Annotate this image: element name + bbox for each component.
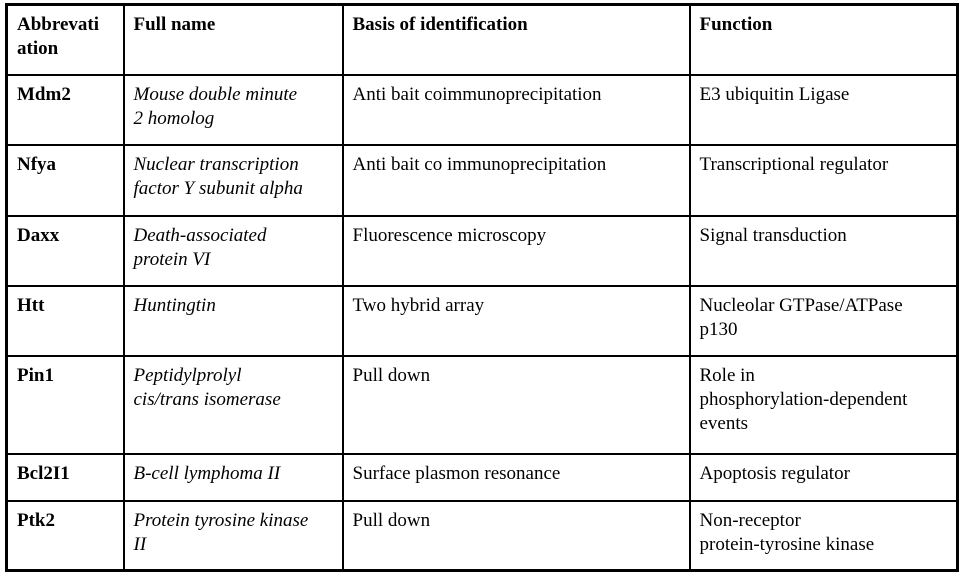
table-row: Htt Huntingtin Two hybrid array Nucleola… [5,284,959,357]
cell-abbreviation: Nfya [5,143,125,217]
cell-basis-of-identification: Two hybrid array [341,284,691,357]
cell-function: Apoptosis regulator [688,452,959,502]
cell-abbreviation: Mdm2 [5,73,125,146]
table-row: Ptk2 Protein tyrosine kinase II Pull dow… [5,499,959,572]
cell-function: E3 ubiquitin Ligase [688,73,959,146]
cell-basis-of-identification: Pull down [341,499,691,572]
cell-full-name: Peptidylprolyl cis/trans isomerase [122,354,344,455]
table-row: Pin1 Peptidylprolyl cis/trans isomerase … [5,354,959,455]
cell-abbreviation: Htt [5,284,125,357]
header-row: Abbrevati ation Full name Basis of ident… [5,3,959,76]
cell-function: Role in phosphorylation-dependent events [688,354,959,455]
cell-basis-of-identification: Surface plasmon resonance [341,452,691,502]
cell-function: Nucleolar GTPase/ATPase p130 [688,284,959,357]
cell-full-name: Mouse double minute 2 homolog [122,73,344,146]
cell-basis-of-identification: Anti bait coimmunoprecipitation [341,73,691,146]
cell-abbreviation: Ptk2 [5,499,125,572]
table-row: Daxx Death-associated protein VI Fluores… [5,214,959,287]
cell-basis-of-identification: Pull down [341,354,691,455]
cell-full-name: Nuclear transcription factor Y subunit a… [122,143,344,217]
cell-full-name: B-cell lymphoma II [122,452,344,502]
cell-basis-of-identification: Fluorescence microscopy [341,214,691,287]
cell-function: Signal transduction [688,214,959,287]
cell-abbreviation: Pin1 [5,354,125,455]
cell-function: Transcriptional regulator [688,143,959,217]
table-row: Mdm2 Mouse double minute 2 homolog Anti … [5,73,959,146]
protein-interaction-table: Abbrevati ation Full name Basis of ident… [5,3,959,572]
cell-abbreviation: Bcl2I1 [5,452,125,502]
cell-full-name: Huntingtin [122,284,344,357]
column-header-full-name: Full name [122,3,344,76]
column-header-basis-of-identification: Basis of identification [341,3,691,76]
column-header-abbreviation: Abbrevati ation [5,3,125,76]
cell-basis-of-identification: Anti bait co immunoprecipitation [341,143,691,217]
cell-full-name: Protein tyrosine kinase II [122,499,344,572]
table-row: Nfya Nuclear transcription factor Y subu… [5,143,959,217]
cell-abbreviation: Daxx [5,214,125,287]
cell-function: Non-receptor protein-tyrosine kinase [688,499,959,572]
cell-full-name: Death-associated protein VI [122,214,344,287]
table-row: Bcl2I1 B-cell lymphoma II Surface plasmo… [5,452,959,502]
column-header-function: Function [688,3,959,76]
